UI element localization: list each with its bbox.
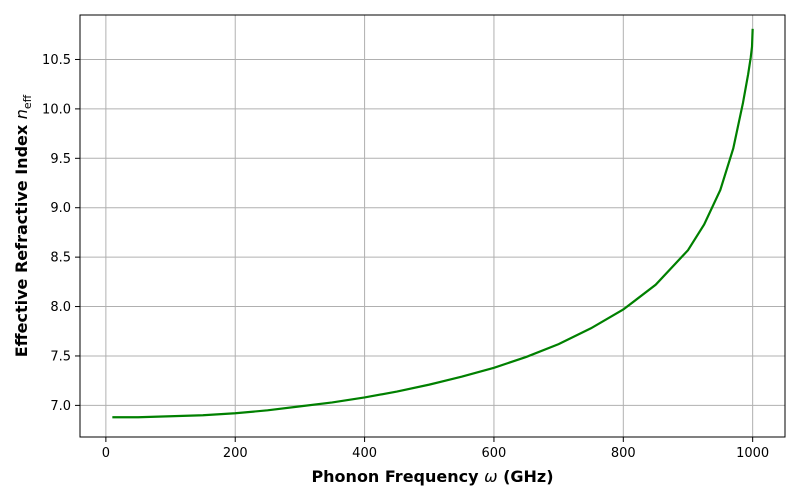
- y-axis-label: Effective Refractive Index neff: [12, 94, 34, 357]
- y-tick-label: 8.0: [50, 300, 71, 315]
- x-label-symbol: ω: [484, 467, 497, 486]
- plot-frame: [79, 14, 786, 438]
- x-label-main: Phonon Frequency: [311, 467, 484, 486]
- x-tick-label: 200: [223, 446, 248, 461]
- x-label-unit: (GHz): [498, 467, 554, 486]
- y-tick-label: 7.0: [50, 399, 71, 414]
- x-tick-label: 600: [482, 446, 507, 461]
- x-axis-label: Phonon Frequency ω (GHz): [311, 467, 553, 486]
- y-tick-label: 10.0: [42, 102, 71, 117]
- series-line: [112, 28, 754, 419]
- y-tick-label: 9.5: [50, 152, 71, 167]
- y-tick-label: 7.5: [50, 349, 71, 364]
- y-tick-label: 9.0: [50, 201, 71, 216]
- x-tick-label: 400: [352, 446, 377, 461]
- x-tick-label: 0: [102, 446, 110, 461]
- y-label-subscript: eff: [21, 94, 34, 109]
- x-tick-label: 1000: [736, 446, 769, 461]
- grid: [80, 15, 785, 437]
- y-label-symbol: n: [12, 109, 31, 119]
- y-tick-label: 8.5: [50, 251, 71, 266]
- y-label-main: Effective Refractive Index: [12, 119, 31, 357]
- ticks: 0 200 400 600 800 1000 7.0 7.5 8.0 8.5 9.0 9.5 10.0 1…: [42, 53, 769, 461]
- x-tick-label: 800: [611, 446, 636, 461]
- y-tick-label: 10.5: [42, 53, 71, 68]
